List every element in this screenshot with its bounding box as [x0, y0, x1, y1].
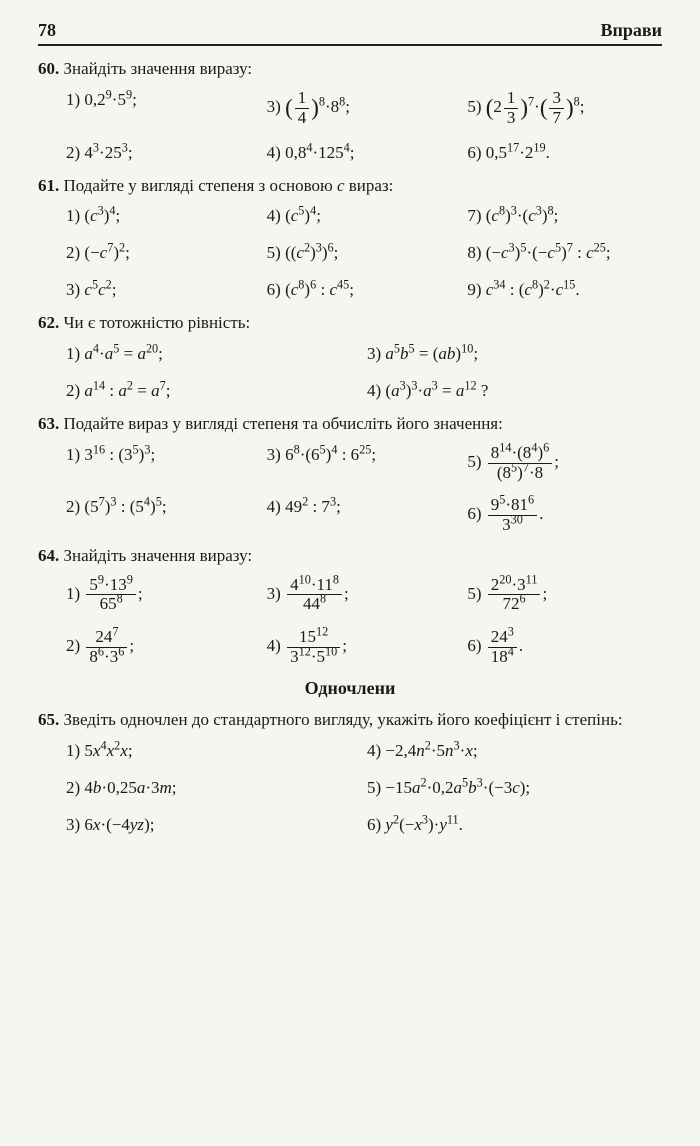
problem-number: 63.	[38, 414, 59, 433]
item: 2) 24786·36;	[66, 628, 261, 666]
items-63: 1) 316 : (35)3; 3) 68·(65)4 : 625; 5) 81…	[38, 444, 662, 535]
item: 6) 0,517·219.	[467, 142, 662, 165]
item: 5) 220·311726;	[467, 576, 662, 614]
item: 2) (−c7)2;	[66, 242, 261, 265]
problem-60: 60. Знайдіть значення виразу: 1) 0,29·59…	[38, 58, 662, 164]
problem-prompt: Знайдіть значення виразу:	[64, 546, 253, 565]
problem-number: 61.	[38, 176, 59, 195]
section-heading: Одночлени	[38, 676, 662, 700]
problem-number: 60.	[38, 59, 59, 78]
item: 5) 814·(84)6(85)7·8;	[467, 444, 662, 482]
item: 2) 43·253;	[66, 142, 261, 165]
item: 3) 68·(65)4 : 625;	[267, 444, 462, 482]
item: 1) 5x4x2x;	[66, 740, 361, 763]
problem-61: 61. Подайте у вигляді степеня з основою …	[38, 175, 662, 303]
items-62: 1) a4·a5 = a20; 3) a5b5 = (ab)10; 2) a14…	[38, 343, 662, 403]
item: 9) c34 : (c8)2·c15.	[467, 279, 662, 302]
item: 6) 95·816330.	[467, 496, 662, 534]
item: 1) 316 : (35)3;	[66, 444, 261, 482]
item: 6) 243184.	[467, 628, 662, 666]
problem-63: 63. Подайте вираз у вигляді степеня та о…	[38, 413, 662, 535]
item: 1) a4·a5 = a20;	[66, 343, 361, 366]
item: 4) −2,4n2·5n3·x;	[367, 740, 662, 763]
item: 5) −15a2·0,2a5b3·(−3c);	[367, 777, 662, 800]
problem-prompt: Зведіть одночлен до стандартного вигляду…	[64, 710, 623, 729]
items-65: 1) 5x4x2x; 4) −2,4n2·5n3·x; 2) 4b·0,25a·…	[38, 740, 662, 837]
item: 3) 410·118448;	[267, 576, 462, 614]
item: 3) c5c2;	[66, 279, 261, 302]
page-number: 78	[38, 18, 56, 42]
problem-number: 62.	[38, 313, 59, 332]
item: 3) (14)8·88;	[267, 89, 462, 127]
item: 1) (c3)4;	[66, 205, 261, 228]
problem-62: 62. Чи є тотожністю рівність: 1) a4·a5 =…	[38, 312, 662, 403]
item: 4) 0,84·1254;	[267, 142, 462, 165]
problem-prompt: Чи є тотожністю рівність:	[64, 313, 251, 332]
problem-65: 65. Зведіть одночлен до стандартного виг…	[38, 709, 662, 837]
item: 4) 492 : 73;	[267, 496, 462, 534]
item: 3) a5b5 = (ab)10;	[367, 343, 662, 366]
items-61: 1) (c3)4; 4) (c5)4; 7) (c8)3·(c3)8; 2) (…	[38, 205, 662, 302]
item: 3) 6x·(−4yz);	[66, 814, 361, 837]
item: 1) 59·139658;	[66, 576, 261, 614]
item: 2) (57)3 : (54)5;	[66, 496, 261, 534]
item: 2) 4b·0,25a·3m;	[66, 777, 361, 800]
item: 8) (−c3)5·(−c5)7 : c25;	[467, 242, 662, 265]
problem-prompt: Знайдіть значення виразу:	[64, 59, 253, 78]
page: 78 Вправи 60. Знайдіть значення виразу: …	[0, 0, 700, 877]
item: 6) (c8)6 : c45;	[267, 279, 462, 302]
problem-prompt: Подайте вираз у вигляді степеня та обчис…	[64, 414, 503, 433]
problem-prompt: Подайте у вигляді степеня з основою c ви…	[64, 176, 394, 195]
item: 5) ((c2)3)6;	[267, 242, 462, 265]
problem-number: 65.	[38, 710, 59, 729]
item: 2) a14 : a2 = a7;	[66, 380, 361, 403]
item: 4) (c5)4;	[267, 205, 462, 228]
items-60: 1) 0,29·59; 3) (14)8·88; 5) (213)7·(37)8…	[38, 89, 662, 164]
section-label: Вправи	[601, 18, 662, 42]
item: 7) (c8)3·(c3)8;	[467, 205, 662, 228]
problem-number: 64.	[38, 546, 59, 565]
item: 6) y2(−x3)·y11.	[367, 814, 662, 837]
items-64: 1) 59·139658; 3) 410·118448; 5) 220·3117…	[38, 576, 662, 667]
problem-64: 64. Знайдіть значення виразу: 1) 59·1396…	[38, 545, 662, 667]
page-header: 78 Вправи	[38, 18, 662, 46]
item: 5) (213)7·(37)8;	[467, 89, 662, 127]
item: 1) 0,29·59;	[66, 89, 261, 127]
item: 4) (a3)3·a3 = a12 ?	[367, 380, 662, 403]
item: 4) 1512312·510;	[267, 628, 462, 666]
